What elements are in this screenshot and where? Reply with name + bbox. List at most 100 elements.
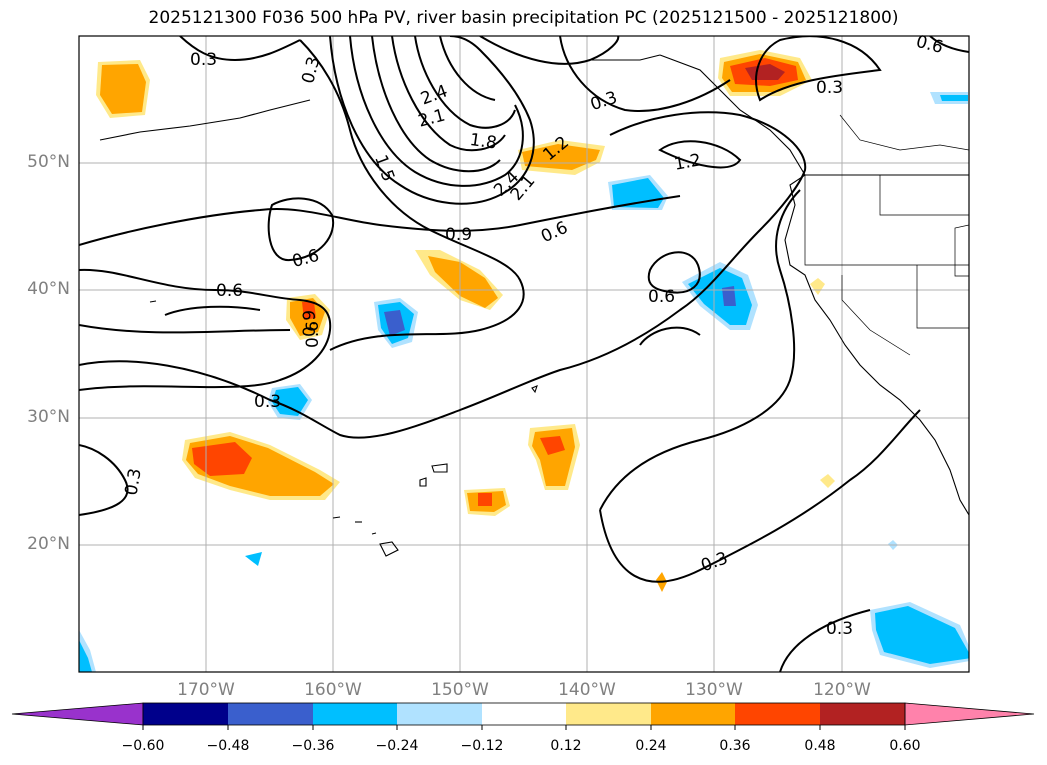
- precip-blob: [540, 436, 565, 455]
- pv-contour-line: [79, 268, 332, 391]
- precip-blob: [272, 387, 308, 416]
- lon-label-140w: 140°W: [558, 680, 616, 700]
- contour-label: 0.3: [254, 392, 281, 412]
- pv-contour-line: [349, 36, 524, 187]
- lat-label-50n: 50°N: [27, 152, 70, 172]
- contour-label: 0.3: [698, 548, 730, 576]
- colorbar-bin: [228, 703, 313, 725]
- precip-blob: [722, 286, 736, 306]
- contour-label: 0.3: [190, 50, 217, 70]
- precip-blob: [384, 310, 405, 336]
- contour-label: 0.3: [298, 55, 324, 86]
- pv-contour-line: [299, 39, 525, 351]
- precip-blob: [820, 474, 835, 488]
- pv-contour-line: [79, 195, 681, 246]
- pv-contour-line: [79, 324, 291, 334]
- colorbar-bin: [313, 703, 397, 725]
- map-title: 2025121300 F036 500 hPa PV, river basin …: [148, 8, 899, 28]
- pv-contour-line: [414, 36, 516, 129]
- colorbar-tick-label: 0.48: [804, 738, 836, 754]
- pv-contour-line: [559, 36, 731, 112]
- pv-contour-line: [439, 36, 496, 101]
- precip-blob: [428, 256, 498, 308]
- colorbar: [11, 702, 1035, 730]
- pv-contour-line: [164, 305, 261, 316]
- contour-label: 0.3: [121, 467, 145, 497]
- contour-label: 0.3: [816, 78, 843, 98]
- colorbar-tick-label: −0.48: [206, 738, 250, 754]
- contour-label: 0.3: [588, 88, 620, 115]
- colorbar-bin: [566, 703, 651, 725]
- pv-contour-line: [391, 36, 506, 152]
- gridlines: [79, 36, 969, 672]
- pv-contour-line: [79, 111, 807, 439]
- pv-contour-line: [929, 36, 969, 53]
- colorbar-tick-label: 0.60: [889, 738, 921, 754]
- colorbar-bin: [482, 703, 566, 725]
- contour-label: 1.8: [468, 130, 498, 154]
- contour-label: 2.1: [416, 105, 447, 131]
- pv-contour-line: [479, 36, 620, 65]
- pv-contour-line: [267, 197, 335, 262]
- precip-blob: [245, 552, 262, 566]
- precip-blob: [192, 442, 252, 476]
- colorbar-bin: [820, 703, 905, 725]
- pv-contour-line: [639, 326, 701, 346]
- contour-label: 0.6: [216, 281, 243, 301]
- colorbar-bin: [735, 703, 820, 725]
- precip-blob: [100, 64, 146, 114]
- pv-contour-line: [599, 409, 921, 583]
- contour-label: 0.6: [538, 218, 571, 248]
- lat-label-30n: 30°N: [27, 407, 70, 427]
- precip-blob: [79, 640, 92, 672]
- colorbar-tick-label: −0.12: [460, 738, 504, 754]
- pv-contour-line: [647, 251, 701, 294]
- precip-blob: [688, 268, 752, 325]
- contour-label: 0.6: [290, 246, 321, 272]
- contour-label: 0.6: [648, 287, 675, 307]
- lat-label-40n: 40°N: [27, 279, 70, 299]
- precip-anomaly-fills: [79, 50, 969, 672]
- pv-contour-line: [599, 189, 801, 511]
- pv-contour-line: [779, 609, 871, 672]
- lon-label-150w: 150°W: [431, 680, 489, 700]
- pv-contour-line: [79, 444, 129, 516]
- contour-label: 0.9: [445, 225, 472, 245]
- pv-contour-labels: 0.3 0.3 0.3 0.3 0.3 0.3 0.3 0.6 0.6 0.6 …: [121, 32, 945, 639]
- precip-blob: [875, 606, 969, 664]
- colorbar-tick-label: 0.24: [635, 738, 667, 754]
- precip-blob: [302, 302, 316, 320]
- colorbar-tick-label: 0.36: [719, 738, 751, 754]
- pv-contour-line: [329, 36, 535, 205]
- colorbar-tick-label: 0.12: [550, 738, 582, 754]
- colorbar-extend-low: [11, 702, 144, 726]
- contour-label: 0.3: [826, 619, 853, 639]
- contour-label: 0.6: [303, 321, 323, 348]
- colorbar-tick-label: −0.36: [291, 738, 335, 754]
- colorbar-bin: [397, 703, 482, 725]
- pv-contour-line: [371, 36, 501, 173]
- contour-label: 1.5: [370, 152, 398, 184]
- lon-label-170w: 170°W: [177, 680, 235, 700]
- pv-contour-line: [179, 36, 301, 62]
- precip-blob: [478, 493, 492, 506]
- colorbar-bin: [651, 703, 735, 725]
- precip-blob: [745, 64, 785, 80]
- lon-label-130w: 130°W: [685, 680, 743, 700]
- precip-blob: [810, 278, 825, 295]
- colorbar-bin: [143, 703, 228, 725]
- colorbar-extend-high: [904, 702, 1035, 726]
- colorbar-tick-label: −0.60: [121, 738, 165, 754]
- colorbar-tick-label: −0.24: [375, 738, 419, 754]
- contour-label: 1.2: [673, 150, 703, 174]
- contour-label: 0.9: [300, 310, 320, 337]
- coastlines: [99, 54, 969, 557]
- lon-label-120w: 120°W: [813, 680, 871, 700]
- pv-contour-line: [658, 140, 742, 169]
- map-frame: [78, 35, 970, 673]
- lon-label-160w: 160°W: [304, 680, 362, 700]
- precip-blob: [940, 95, 968, 101]
- colorbar-frame: [142, 702, 906, 726]
- pv-contours: [79, 36, 969, 672]
